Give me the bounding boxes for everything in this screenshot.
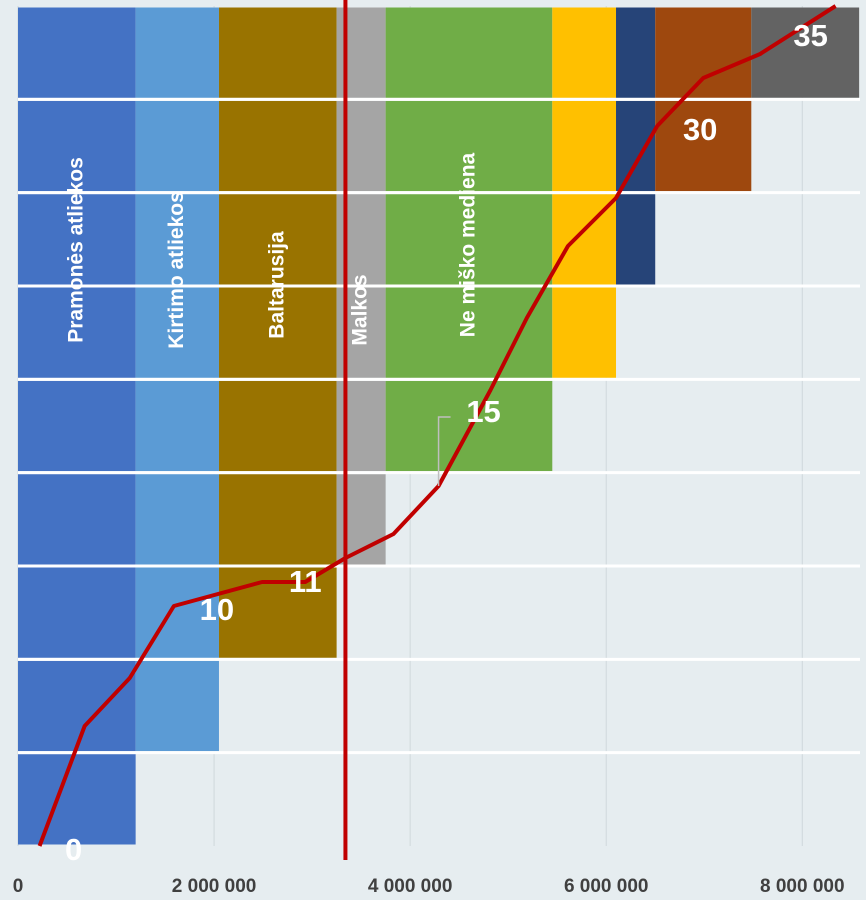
data-label: 30 bbox=[683, 112, 717, 147]
bar-segment bbox=[18, 754, 136, 845]
bar-segment bbox=[18, 660, 136, 752]
bar-segment bbox=[135, 380, 219, 472]
bar-segment bbox=[751, 7, 860, 98]
data-label: 11 bbox=[289, 564, 322, 599]
leader-line bbox=[437, 416, 451, 486]
bar-segment bbox=[218, 7, 337, 98]
series-label: Pramonės atliekos bbox=[64, 157, 87, 343]
bar-segment bbox=[18, 474, 136, 565]
series-label: Ne miško mediena bbox=[457, 152, 480, 337]
bar-segment bbox=[655, 100, 752, 192]
bar-segment bbox=[18, 194, 136, 285]
bar-segment bbox=[18, 100, 136, 192]
bar-segment bbox=[552, 100, 617, 192]
bar-segment bbox=[218, 100, 337, 192]
bar-segment bbox=[18, 380, 136, 472]
data-label: 10 bbox=[200, 592, 234, 627]
bar-segment bbox=[616, 7, 656, 98]
bar-segment bbox=[616, 100, 656, 192]
series-label: Kirtimo atliekos bbox=[165, 191, 188, 349]
data-label: 0 bbox=[65, 832, 82, 867]
x-tick-label: 6 000 000 bbox=[564, 876, 649, 897]
x-tick-label: 0 bbox=[13, 876, 24, 897]
bar-segment bbox=[385, 287, 553, 378]
bar-segment bbox=[18, 7, 136, 98]
bar-segment bbox=[135, 194, 219, 285]
bar-segment bbox=[385, 7, 553, 98]
bar-segment bbox=[135, 100, 219, 192]
x-tick-label: 2 000 000 bbox=[172, 876, 257, 897]
series-label: Malkos bbox=[349, 274, 372, 345]
bar-segment bbox=[135, 287, 219, 378]
bar-segment bbox=[218, 380, 337, 472]
bar-segment bbox=[552, 287, 617, 378]
bar-segment bbox=[385, 100, 553, 192]
bar-segment bbox=[18, 567, 136, 658]
bar-segment bbox=[385, 194, 553, 285]
data-label: 15 bbox=[466, 394, 500, 429]
bar-segment bbox=[135, 7, 219, 98]
bar-segment bbox=[616, 194, 656, 285]
bar-segment bbox=[218, 474, 337, 565]
overlay: 0 2 000 000 4 000 000 6 000 000 8 000 000 0 10… bbox=[13, 0, 845, 897]
bar-segment bbox=[655, 7, 752, 98]
bar-segment bbox=[552, 7, 617, 98]
bar-segment bbox=[218, 194, 337, 285]
data-label: 35 bbox=[793, 18, 827, 53]
bar-segment bbox=[135, 660, 219, 752]
x-tick-label: 8 000 000 bbox=[760, 876, 845, 897]
bar-segment bbox=[135, 474, 219, 565]
x-tick-label: 4 000 000 bbox=[368, 876, 453, 897]
bar-segment bbox=[18, 287, 136, 378]
bar-segment bbox=[218, 287, 337, 378]
